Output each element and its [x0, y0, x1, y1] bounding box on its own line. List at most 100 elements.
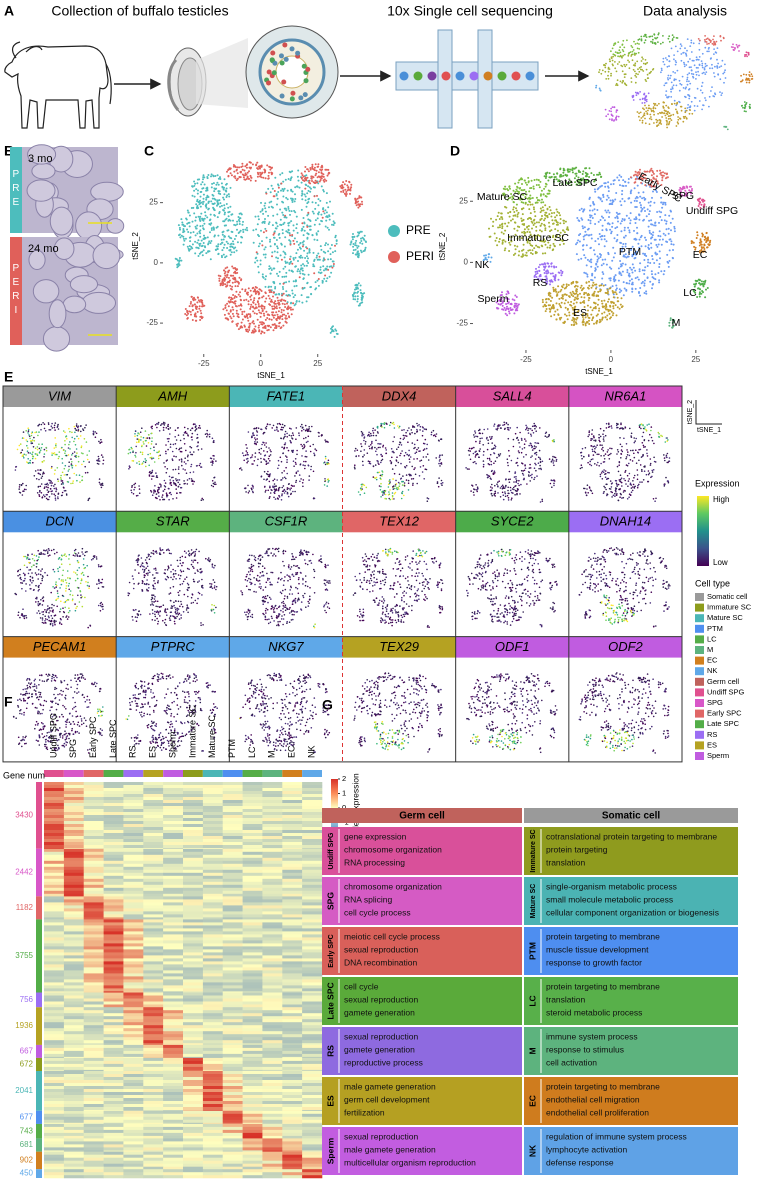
tsne-point: [662, 42, 664, 44]
panel-label: F: [4, 694, 13, 710]
tsne-point: [65, 490, 67, 492]
tsne-point: [662, 35, 664, 37]
tsne-point: [261, 165, 263, 167]
tsne-point: [535, 271, 537, 273]
tsne-point: [712, 43, 714, 45]
tsne-point: [198, 255, 200, 257]
tsne-point: [62, 462, 64, 464]
tsne-point: [357, 234, 359, 236]
tsne-point: [278, 187, 280, 189]
tsne-point: [556, 295, 558, 297]
tsne-point: [702, 92, 704, 94]
tsne-point: [21, 484, 23, 486]
tissue-cell: [305, 67, 310, 72]
tsne-point: [332, 251, 334, 253]
tsne-point: [65, 450, 67, 452]
tsne-point: [557, 309, 559, 311]
tsne-point: [666, 97, 668, 99]
tsne-point: [55, 446, 57, 448]
tsne-point: [264, 205, 266, 207]
tsne-point: [629, 67, 631, 69]
tsne-point: [604, 235, 606, 237]
tsne-point: [128, 449, 130, 451]
tsne-point: [224, 235, 226, 237]
tsne-point: [552, 249, 554, 251]
tsne-point: [550, 209, 552, 211]
tsne-point: [217, 216, 219, 218]
tsne-point: [258, 245, 260, 247]
tsne-point: [606, 199, 608, 201]
tsne-point: [607, 75, 609, 77]
tsne-point: [50, 429, 52, 431]
tsne-point: [544, 272, 546, 274]
tsne-point: [179, 479, 181, 481]
tsne-point: [41, 443, 43, 445]
tsne-point: [22, 483, 24, 485]
tsne-point: [310, 225, 312, 227]
tsne-point: [630, 176, 632, 178]
tsne-point: [179, 257, 181, 259]
tsne-point: [37, 469, 39, 471]
tsne-point: [669, 121, 671, 123]
tsne-point: [288, 208, 290, 210]
tsne-point: [681, 106, 683, 108]
tsne-point: [633, 230, 635, 232]
tsne-point: [360, 240, 362, 242]
tsne-point: [15, 469, 17, 471]
tsne-point: [68, 444, 70, 446]
tsne-point: [693, 242, 695, 244]
tsne-point: [732, 46, 734, 48]
tsne-point: [641, 40, 643, 42]
tsne-point: [74, 438, 76, 440]
tsne-point: [360, 289, 362, 291]
tsne-point: [99, 478, 101, 480]
tsne-point: [746, 82, 748, 84]
tsne-point: [276, 222, 278, 224]
tsne-point: [267, 215, 269, 217]
tsne-point: [606, 264, 608, 266]
tsne-point: [633, 238, 635, 240]
tsne-point: [316, 255, 318, 257]
tsne-point: [514, 221, 516, 223]
tsne-point: [635, 277, 637, 279]
tsne-point: [64, 452, 66, 454]
tsne-point: [172, 460, 174, 462]
tsne-point: [682, 121, 684, 123]
tsne-point: [62, 482, 64, 484]
tsne-point: [605, 63, 607, 65]
tsne-point: [199, 202, 201, 204]
tsne-point: [216, 245, 218, 247]
tsne-point: [254, 262, 256, 264]
tsne-point: [298, 300, 300, 302]
tissue-cell: [272, 70, 277, 75]
tsne-point: [150, 457, 152, 459]
tsne-point: [80, 435, 82, 437]
tsne-point: [210, 175, 212, 177]
tsne-point: [230, 309, 232, 311]
tsne-point: [68, 461, 70, 463]
tsne-point: [51, 452, 53, 454]
tsne-point: [212, 207, 214, 209]
tsne-point: [698, 75, 700, 77]
tsne-point: [670, 229, 672, 231]
tsne-point: [272, 296, 274, 298]
tsne-point: [701, 60, 703, 62]
tsne-point: [721, 92, 723, 94]
tsne-point: [236, 281, 238, 283]
tsne-point: [292, 199, 294, 201]
tsne-point: [265, 286, 267, 288]
tsne-point: [191, 439, 193, 441]
tsne-point: [40, 486, 42, 488]
tsne-point: [593, 323, 595, 325]
tsne-point: [30, 460, 32, 462]
tsne-point: [665, 110, 667, 112]
tsne-point: [68, 454, 70, 456]
tsne-point: [549, 190, 551, 192]
tsne-point: [253, 328, 255, 330]
tsne-point: [197, 441, 199, 443]
tsne-point: [253, 299, 255, 301]
tsne-point: [507, 308, 509, 310]
tsne-point: [311, 234, 313, 236]
tsne-point: [358, 204, 360, 206]
tsne-point: [192, 319, 194, 321]
